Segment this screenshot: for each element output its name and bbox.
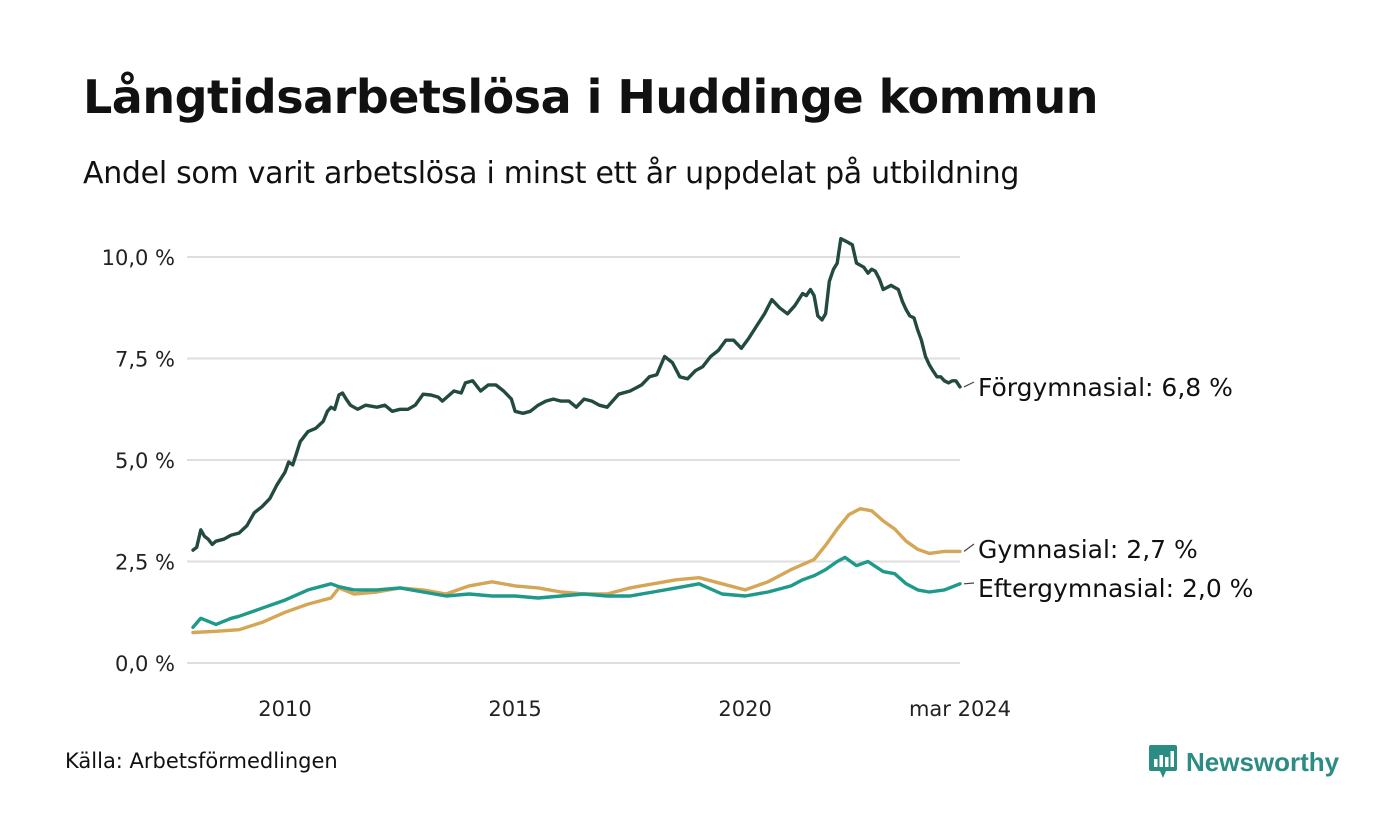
series-end-labels: Förgymnasial: 6,8 % Gymnasial: 2,7 % Efter… bbox=[963, 373, 1253, 603]
brand-logo[interactable]: Newsworthy bbox=[1148, 744, 1339, 780]
label-leader-line bbox=[963, 582, 975, 585]
y-tick-label: 10,0 % bbox=[102, 246, 175, 270]
x-tick-label: 2020 bbox=[718, 697, 771, 721]
series-line-gymnasial bbox=[191, 507, 962, 635]
x-tick-label: 2015 bbox=[488, 697, 541, 721]
x-axis-ticks: 2010 2015 2020 mar 2024 bbox=[258, 697, 1011, 721]
y-axis-ticks: 0,0 % 2,5 % 5,0 % 7,5 % 10,0 % bbox=[102, 246, 175, 676]
y-tick-label: 2,5 % bbox=[115, 551, 175, 575]
grid-lines bbox=[187, 256, 960, 664]
label-leader-line bbox=[963, 381, 975, 388]
chart-subtitle: Andel som varit arbetslösa i minst ett å… bbox=[83, 156, 1020, 191]
series-end-label-gymnasial: Gymnasial: 2,7 % bbox=[978, 535, 1198, 564]
x-tick-label: 2010 bbox=[258, 697, 311, 721]
x-tick-label: mar 2024 bbox=[909, 697, 1011, 721]
series-lines bbox=[191, 237, 962, 635]
y-tick-label: 7,5 % bbox=[115, 348, 175, 372]
series-line-förgymnasial bbox=[191, 237, 962, 552]
y-tick-label: 5,0 % bbox=[115, 449, 175, 473]
series-line-eftergymnasial bbox=[191, 555, 962, 629]
chart-title: Långtidsarbetslösa i Huddinge kommun bbox=[83, 70, 1098, 124]
source-note: Källa: Arbetsförmedlingen bbox=[65, 749, 338, 773]
brand-name: Newsworthy bbox=[1186, 746, 1340, 777]
series-end-label-förgymnasial: Förgymnasial: 6,8 % bbox=[978, 373, 1233, 402]
y-tick-label: 0,0 % bbox=[115, 652, 175, 676]
bar-chart-badge-icon bbox=[1149, 745, 1177, 778]
label-leader-line bbox=[963, 543, 975, 552]
series-end-label-eftergymnasial: Eftergymnasial: 2,0 % bbox=[978, 574, 1253, 603]
